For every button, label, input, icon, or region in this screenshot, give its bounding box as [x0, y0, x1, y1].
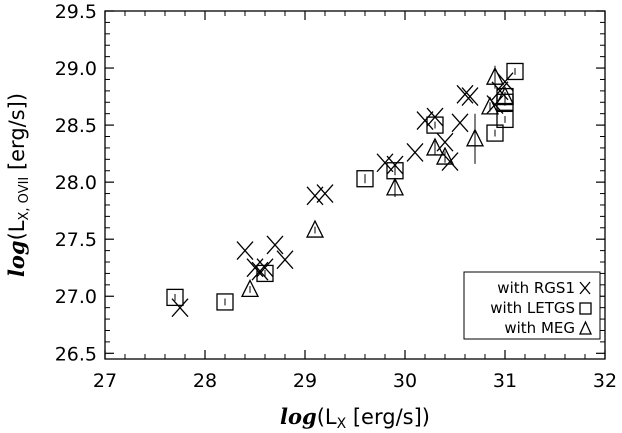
plot-frame [104, 10, 606, 360]
rgs1-point [236, 241, 254, 261]
tick-marks [104, 10, 606, 359]
x-tick-label: 30 [393, 370, 417, 392]
rgs1-point [456, 84, 474, 104]
cross-stroke [426, 107, 444, 127]
y-tick-label: 28.5 [55, 115, 97, 137]
x-tick-labels: 27 28 29 30 31 32 [93, 370, 617, 392]
rgs1-point [436, 132, 454, 152]
meg-point [425, 137, 445, 156]
letgs-point [216, 293, 234, 311]
rgs1-point [451, 113, 469, 133]
rgs1-point [496, 72, 514, 92]
square-marker [486, 124, 504, 142]
triangle-marker [495, 86, 515, 105]
square-marker [496, 110, 514, 129]
meg-point [240, 278, 260, 298]
meg-point [385, 177, 405, 197]
rgs1-point [461, 87, 479, 107]
cross-stroke [416, 111, 434, 130]
rgs1-point [256, 258, 274, 278]
meg-point [435, 146, 455, 165]
cross-stroke [276, 250, 294, 270]
x-axis-label: log(LX [erg/s]) [280, 404, 430, 432]
legend-box [463, 271, 601, 340]
meg-point [305, 219, 325, 238]
cross-stroke [451, 113, 469, 133]
cross-stroke [251, 261, 269, 281]
cross-stroke [406, 143, 424, 162]
square-marker [356, 170, 374, 188]
square-marker [166, 288, 184, 307]
cross-stroke [491, 81, 509, 101]
rgs1-point [406, 143, 424, 162]
cross-stroke [171, 298, 189, 318]
y-tick-label: 29.0 [55, 58, 97, 80]
rgs1-point [426, 107, 444, 127]
rgs1-point [491, 81, 509, 101]
rgs1-point [486, 95, 504, 114]
y-tick-labels: 26.5 27.0 27.5 28.0 28.5 29.0 29.5 [55, 1, 97, 365]
letgs-point [506, 62, 524, 81]
cross-stroke [441, 152, 459, 172]
cross-stroke [436, 132, 454, 152]
legend: with RGS1 with LETGS with MEG [463, 271, 601, 340]
cross-stroke [266, 235, 284, 255]
rgs1-point [171, 298, 189, 318]
legend-label-meg: with MEG [504, 319, 575, 337]
rgs1-point [386, 155, 404, 175]
cross-stroke [496, 72, 514, 92]
legend-label-rgs1: with RGS1 [497, 279, 575, 297]
square-marker [216, 293, 234, 311]
cross-stroke [461, 87, 479, 107]
triangle-marker [435, 146, 455, 165]
rgs1-point [266, 235, 284, 255]
rgs1-point [376, 153, 394, 173]
cross-stroke [256, 258, 274, 278]
triangle-marker [425, 137, 445, 156]
x-tick-label: 27 [93, 370, 117, 392]
cross-stroke [386, 155, 404, 175]
x-tick-label: 32 [593, 370, 617, 392]
y-tick-label: 29.5 [55, 1, 97, 23]
legend-triangle-icon [578, 320, 593, 335]
triangle-marker [305, 219, 325, 238]
y-axis-label: log(LX, OVII [erg/s]) [4, 93, 32, 277]
letgs-point [496, 110, 514, 129]
y-tick-label: 28.0 [55, 172, 97, 194]
y-tick-label: 27.0 [55, 286, 97, 308]
x-tick-label: 31 [493, 370, 517, 392]
letgs-point [486, 124, 504, 142]
cross-stroke [306, 186, 324, 206]
rgs1-point [306, 186, 324, 206]
cross-stroke [376, 153, 394, 173]
square-marker [506, 62, 524, 81]
rgs1-point [416, 111, 434, 130]
rgs1-point [441, 152, 459, 172]
letgs-point [356, 170, 374, 188]
x-tick-label: 29 [293, 370, 317, 392]
rgs1-point [316, 184, 334, 203]
meg-point [465, 113, 485, 164]
cross-stroke [236, 241, 254, 261]
triangle-marker [240, 278, 260, 298]
legend-square-icon [579, 302, 592, 315]
cross-stroke [486, 95, 504, 114]
y-tick-label: 26.5 [55, 343, 97, 365]
legend-label-letgs: with LETGS [490, 299, 575, 317]
legend-cross-icon [579, 281, 591, 295]
data-points [166, 62, 524, 318]
y-tick-label: 27.5 [55, 229, 97, 251]
rgs1-point [246, 258, 264, 278]
letgs-point [166, 288, 184, 307]
x-tick-label: 28 [193, 370, 217, 392]
cross-stroke [456, 84, 474, 104]
rgs1-point [276, 250, 294, 270]
rgs1-point [251, 261, 269, 281]
cross-stroke [316, 184, 334, 203]
